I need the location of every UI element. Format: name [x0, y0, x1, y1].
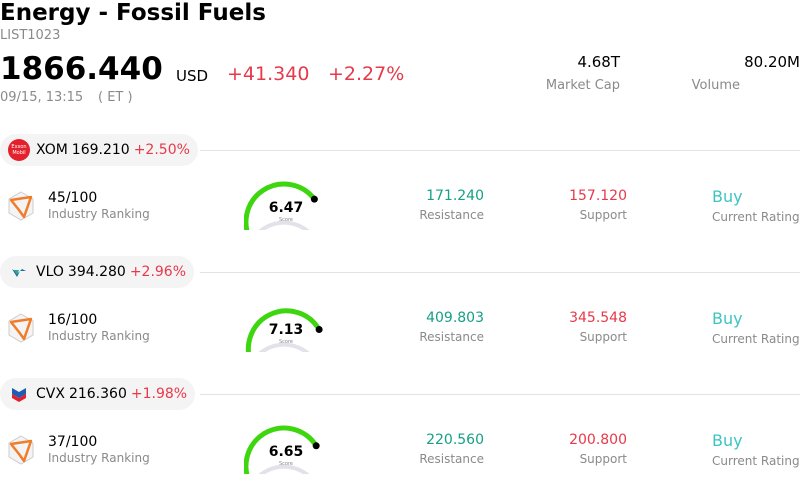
resistance: 409.803 [426, 310, 484, 326]
gauge [244, 302, 328, 366]
ticker: VLO [36, 264, 64, 280]
ranking-icon [8, 435, 34, 465]
separator [200, 272, 800, 273]
change: +2.50% [133, 142, 190, 158]
timezone: ( ET ) [98, 90, 133, 105]
rating-label: Current Rating [712, 332, 800, 346]
ticker: XOM [36, 142, 68, 158]
ranking-label: Industry Ranking [48, 451, 150, 465]
logo-text: Exxon Mobil [11, 144, 27, 156]
change: +1.98% [130, 386, 188, 402]
stat-value: 4.68T [577, 53, 620, 71]
change: +41.340 [227, 63, 310, 85]
ranking-label: Industry Ranking [48, 207, 150, 221]
resistance-label: Resistance [419, 208, 484, 222]
support: 157.120 [569, 188, 627, 204]
logo-wrap [8, 261, 30, 283]
support-label: Support [579, 330, 627, 344]
support: 345.548 [569, 310, 627, 326]
logo [8, 139, 30, 161]
ranking: 16/100 [48, 312, 98, 328]
rating[interactable]: Buy [712, 309, 743, 328]
code: LIST1023 [0, 28, 61, 43]
score-label: Score [278, 217, 293, 223]
ranking-icon [8, 313, 34, 343]
price: 394.280 [67, 264, 126, 280]
separator [200, 150, 800, 151]
time: 09/15, 13:15 [0, 90, 84, 105]
score: 6.65 [268, 444, 304, 460]
ranking-label: Industry Ranking [48, 329, 150, 343]
stat-label: Volume [691, 78, 740, 93]
resistance-label: Resistance [419, 330, 484, 344]
rating-label: Current Rating [712, 210, 800, 224]
score: 6.47 [268, 200, 304, 216]
price: 1866.440 [0, 51, 163, 87]
score-label: Score [278, 339, 293, 345]
logo-wrap [8, 383, 30, 405]
ticker: CVX [36, 386, 65, 402]
ranking-icon [8, 191, 34, 221]
currency: USD [176, 67, 209, 85]
support-label: Support [579, 452, 627, 466]
stock-pill[interactable]: CVX 216.360 +1.98% [0, 378, 196, 410]
ranking: 45/100 [48, 190, 98, 206]
gauge [243, 424, 328, 488]
ranking-icon-wrap [7, 434, 35, 470]
logo [12, 388, 26, 402]
resistance-label: Resistance [419, 452, 484, 466]
support-label: Support [579, 208, 627, 222]
ranking: 37/100 [48, 434, 98, 450]
score-label: Score [278, 461, 293, 467]
ranking-icon-wrap [7, 190, 35, 226]
separator [200, 394, 800, 395]
rating[interactable]: Buy [712, 431, 743, 450]
change: +2.96% [129, 264, 187, 280]
score: 7.13 [268, 322, 304, 338]
ranking-icon-wrap [7, 312, 35, 348]
resistance: 220.560 [426, 432, 484, 448]
gauge [243, 180, 328, 244]
stat-label: Market Cap [545, 78, 620, 93]
stock-pill[interactable]: VLO 394.280 +2.96% [0, 256, 195, 288]
price: 169.210 [71, 142, 130, 158]
title: Energy - Fossil Fuels [0, 0, 266, 26]
logo [12, 269, 26, 277]
rating-label: Current Rating [712, 454, 800, 468]
rating[interactable]: Buy [712, 187, 743, 206]
support: 200.800 [569, 432, 627, 448]
stat-value: 80.20M [744, 53, 800, 71]
price: 216.360 [68, 386, 127, 402]
stock-pill[interactable]: Exxon Mobil XOM 169.210 +2.50% [0, 134, 198, 166]
logo-wrap: Exxon Mobil [8, 139, 30, 161]
resistance: 171.240 [426, 188, 484, 204]
change-pct: +2.27% [328, 63, 405, 85]
